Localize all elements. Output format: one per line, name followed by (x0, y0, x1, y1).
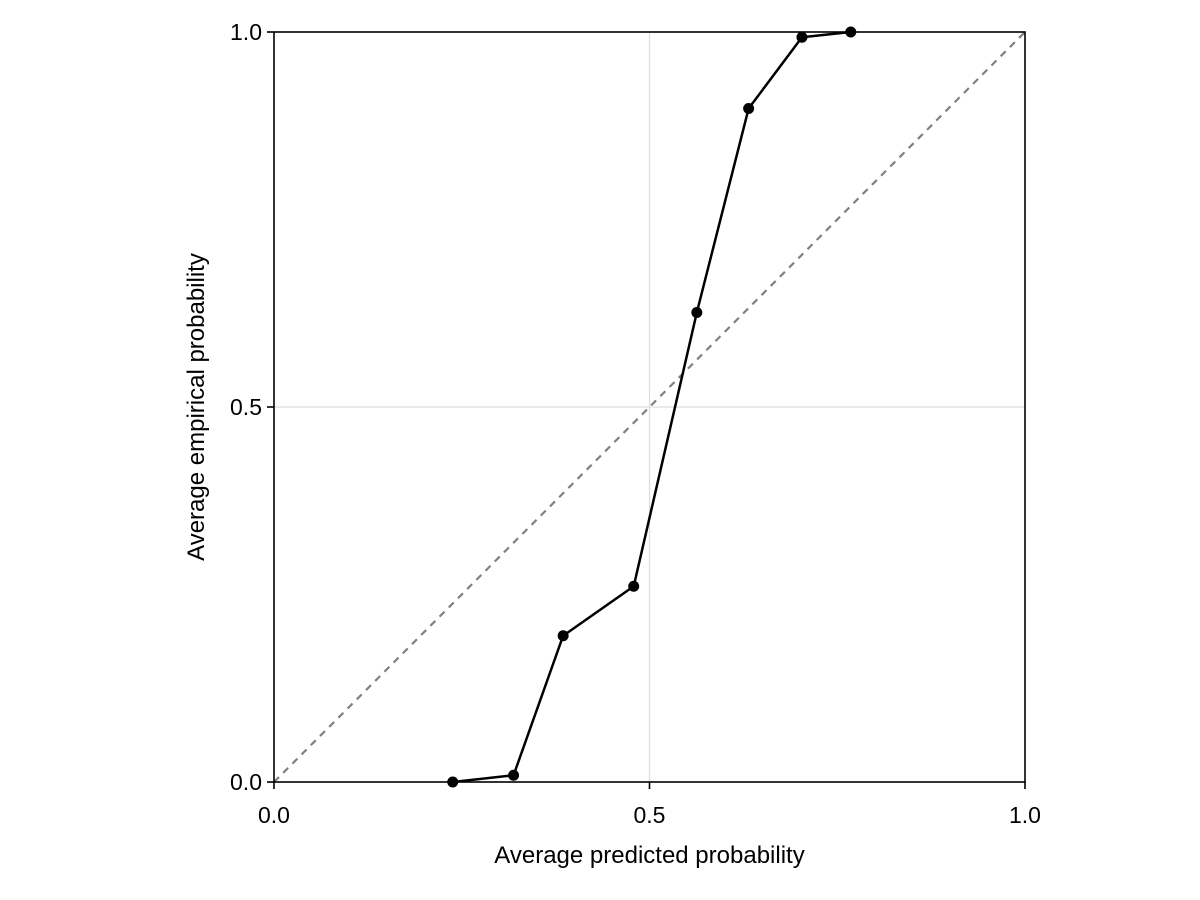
x-axis-label: Average predicted probability (494, 842, 804, 869)
data-point (691, 307, 703, 318)
series-group (447, 26, 857, 788)
x-tick-label: 1.0 (1009, 802, 1041, 828)
x-tick-label: 0.0 (258, 802, 290, 828)
grid-lines (274, 32, 1025, 782)
tick-marks (267, 31, 1026, 789)
y-tick-label: 0.5 (230, 394, 262, 420)
y-tick-label: 1.0 (230, 19, 262, 45)
data-point (628, 580, 640, 592)
reference-line-group (273, 31, 1026, 783)
data-point (557, 630, 569, 642)
tick-labels: 0.0 0.5 1.0 0.0 0.5 1.0 (230, 19, 1041, 828)
data-point (508, 769, 520, 781)
data-point (743, 103, 755, 114)
data-point (796, 31, 808, 43)
series-line (452, 30, 851, 784)
y-axis-label: Average empirical probability (183, 253, 210, 561)
reference-diagonal-line (273, 31, 1026, 783)
x-tick-label: 0.5 (634, 802, 666, 828)
y-tick-label: 0.0 (230, 769, 262, 795)
